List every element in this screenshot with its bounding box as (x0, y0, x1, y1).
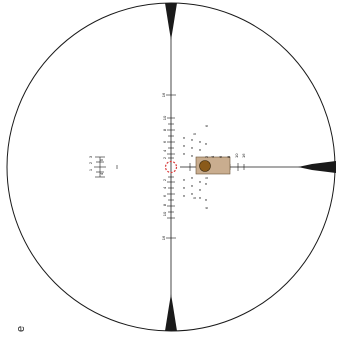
h-right-label-4: 4 (210, 155, 215, 158)
left-scale-label-1: 1 (88, 168, 93, 171)
holdover-label-lower: 5 (192, 196, 197, 199)
h-far-right-label: 16 (241, 153, 246, 158)
vertical-scale-lower-ticks (167, 176, 175, 219)
holdover-label-mid: 5 (204, 176, 209, 179)
v-lower-label-2: 2 (162, 178, 167, 181)
holdover-label-bottom: 6 (204, 206, 209, 209)
holdover-label-top: 6 (204, 124, 209, 127)
panel-label: e (15, 326, 27, 332)
right-post (298, 161, 336, 173)
v-lower-label-10: 10 (162, 211, 167, 216)
left-mini-scale (94, 156, 106, 178)
v-lower-label-4: 4 (162, 186, 167, 189)
holdover-label-upper: 5 (192, 132, 197, 135)
holdover-dot-grid (183, 137, 207, 201)
h-right-label-10: 10 (234, 153, 239, 158)
v-upper-label-8: 8 (162, 128, 167, 131)
v-far-lower-label: 16 (161, 235, 166, 240)
v-upper-label-4: 4 (162, 149, 167, 152)
v-far-upper-label: 16 (161, 92, 166, 97)
h-right-label-6: 6 (218, 155, 223, 158)
v-lower-label-6: 6 (162, 194, 167, 197)
v-upper-label-10: 10 (162, 115, 167, 120)
left-scale-label-2: 2 (88, 161, 93, 164)
aim-point-circle (164, 160, 178, 174)
left-scale-label-4: 4 (99, 172, 104, 175)
h-right-label-8: 8 (226, 155, 231, 158)
h-right-label-2: 2 (204, 155, 209, 158)
v-upper-label-6: 6 (162, 140, 167, 143)
target-dot (199, 160, 211, 172)
v-lower-label-8: 8 (162, 203, 167, 206)
left-scale-label-5: 5 (99, 158, 104, 161)
left-scale-label-3: 3 (88, 155, 93, 158)
v-upper-label-2: 2 (162, 156, 167, 159)
top-post (165, 3, 177, 40)
vertical-scale-upper-ticks (167, 117, 175, 159)
bottom-post (165, 294, 177, 331)
